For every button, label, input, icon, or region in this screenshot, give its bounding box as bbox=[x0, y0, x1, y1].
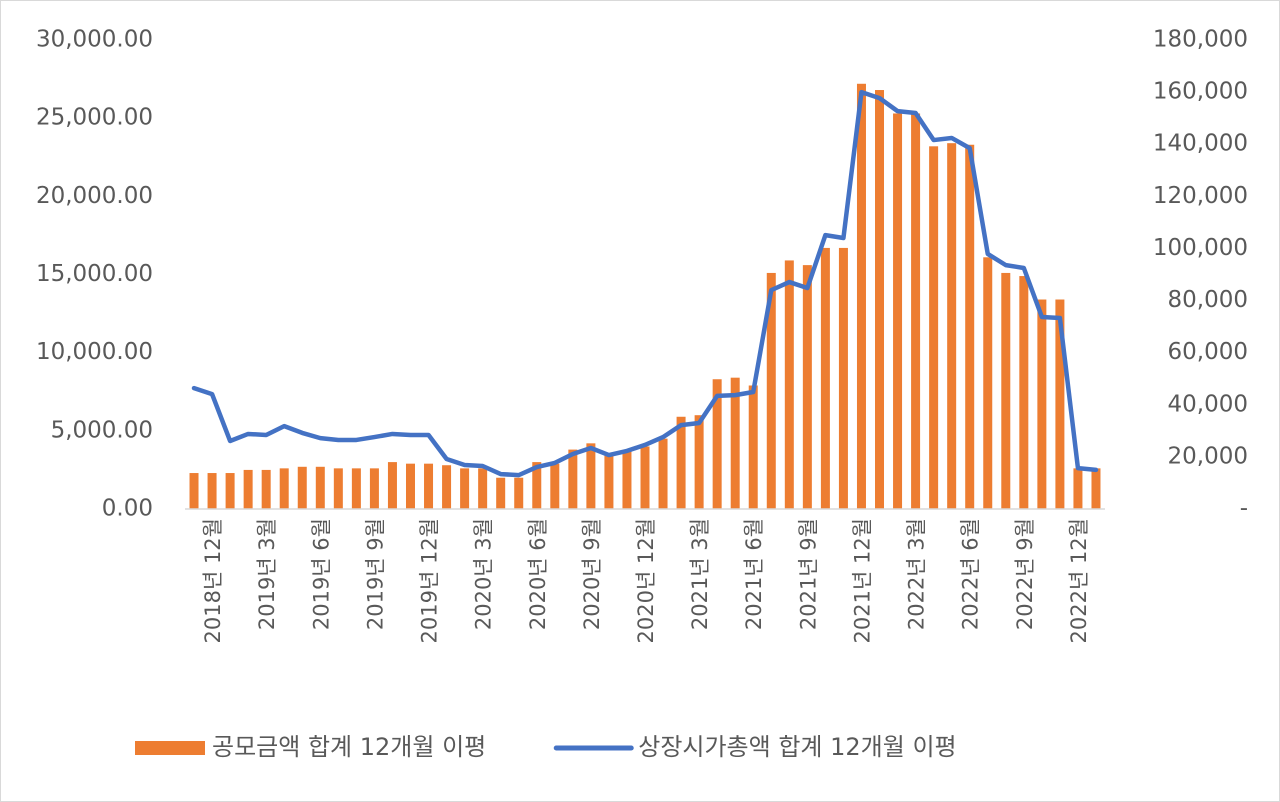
bar bbox=[1019, 276, 1029, 509]
bar bbox=[333, 468, 343, 509]
legend-label: 상장시가총액 합계 12개월 이평 bbox=[638, 733, 956, 761]
bar bbox=[875, 90, 885, 509]
bar bbox=[189, 473, 199, 509]
bar bbox=[947, 143, 957, 509]
bar bbox=[424, 463, 434, 509]
x-tick-label: 2022년 9월 bbox=[1013, 518, 1037, 630]
bar bbox=[766, 272, 776, 509]
y-tick-label: 10,000.00 bbox=[36, 339, 153, 365]
bar bbox=[856, 83, 866, 510]
bar bbox=[315, 466, 325, 509]
bar bbox=[784, 260, 794, 509]
x-tick-label: 2022년 6월 bbox=[959, 518, 983, 630]
bar bbox=[514, 477, 524, 509]
bar bbox=[676, 416, 686, 509]
x-tick-label: 2020년 6월 bbox=[526, 518, 550, 630]
bar bbox=[820, 247, 830, 509]
x-tick-label: 2018년 12월 bbox=[201, 518, 225, 643]
y-tick-label: 30,000.00 bbox=[36, 27, 153, 53]
bar bbox=[1073, 468, 1083, 509]
bar bbox=[604, 454, 614, 509]
y-tick-label: 15,000.00 bbox=[36, 261, 153, 287]
bar bbox=[1091, 468, 1101, 509]
bar bbox=[1037, 299, 1047, 509]
y2-tick-label: 60,000 bbox=[1168, 339, 1248, 365]
bar bbox=[532, 462, 542, 509]
bar bbox=[460, 468, 470, 509]
bar bbox=[550, 463, 560, 509]
bar bbox=[442, 465, 452, 509]
x-tick-label: 2021년 6월 bbox=[742, 518, 766, 630]
y2-tick-label: 140,000 bbox=[1153, 131, 1248, 157]
y2-tick-label: 180,000 bbox=[1153, 27, 1248, 53]
y2-tick-label: 40,000 bbox=[1168, 391, 1248, 417]
bar bbox=[730, 377, 740, 509]
y-tick-label: 0.00 bbox=[102, 496, 153, 522]
y2-tick-label: 80,000 bbox=[1168, 287, 1248, 313]
bar bbox=[983, 257, 993, 509]
bar bbox=[279, 468, 289, 509]
bar bbox=[622, 451, 632, 509]
bar bbox=[225, 473, 235, 509]
bar bbox=[297, 466, 307, 509]
y2-tick-label: 160,000 bbox=[1153, 79, 1248, 105]
bar bbox=[658, 438, 668, 509]
bar bbox=[207, 473, 217, 509]
bar bbox=[929, 146, 939, 509]
x-tick-label: 2019년 12월 bbox=[418, 518, 442, 643]
x-tick-label: 2020년 12월 bbox=[634, 518, 658, 643]
bar bbox=[838, 247, 848, 509]
bar bbox=[1001, 272, 1011, 509]
y2-tick-label: - bbox=[1240, 496, 1248, 522]
x-tick-label: 2022년 12월 bbox=[1067, 518, 1091, 643]
bar bbox=[496, 477, 506, 509]
y-tick-label: 5,000.00 bbox=[51, 417, 153, 443]
y2-tick-label: 100,000 bbox=[1153, 235, 1248, 261]
bar bbox=[1055, 299, 1065, 509]
x-tick-label: 2020년 3월 bbox=[472, 518, 496, 630]
bar bbox=[640, 446, 650, 509]
bar bbox=[694, 415, 704, 509]
bar bbox=[261, 469, 271, 509]
bar bbox=[568, 449, 578, 509]
bar bbox=[965, 144, 975, 509]
bar bbox=[243, 469, 253, 509]
x-tick-label: 2019년 9월 bbox=[363, 518, 387, 630]
bar bbox=[802, 265, 812, 509]
x-tick-label: 2019년 3월 bbox=[255, 518, 279, 630]
bar bbox=[911, 113, 921, 509]
y-tick-label: 25,000.00 bbox=[36, 105, 153, 131]
bar bbox=[478, 468, 488, 509]
y-tick-label: 20,000.00 bbox=[36, 183, 153, 209]
bar bbox=[586, 443, 596, 509]
bar bbox=[748, 385, 758, 509]
bar bbox=[351, 468, 361, 509]
bar bbox=[405, 463, 415, 509]
y2-tick-label: 120,000 bbox=[1153, 183, 1248, 209]
legend-label: 공모금액 합계 12개월 이평 bbox=[212, 733, 486, 761]
x-tick-label: 2021년 3월 bbox=[688, 518, 712, 630]
x-tick-label: 2021년 12월 bbox=[850, 518, 874, 643]
y2-tick-label: 20,000 bbox=[1168, 443, 1248, 469]
line bbox=[191, 89, 1099, 478]
x-tick-label: 2021년 9월 bbox=[796, 518, 820, 630]
bar bbox=[369, 468, 379, 509]
bar bbox=[893, 113, 903, 509]
legend-swatch bbox=[135, 741, 205, 755]
bar bbox=[387, 462, 397, 509]
bar bbox=[712, 379, 722, 509]
x-tick-label: 2020년 9월 bbox=[580, 518, 604, 630]
x-tick-label: 2019년 6월 bbox=[309, 518, 333, 630]
x-tick-label: 2022년 3월 bbox=[905, 518, 929, 630]
